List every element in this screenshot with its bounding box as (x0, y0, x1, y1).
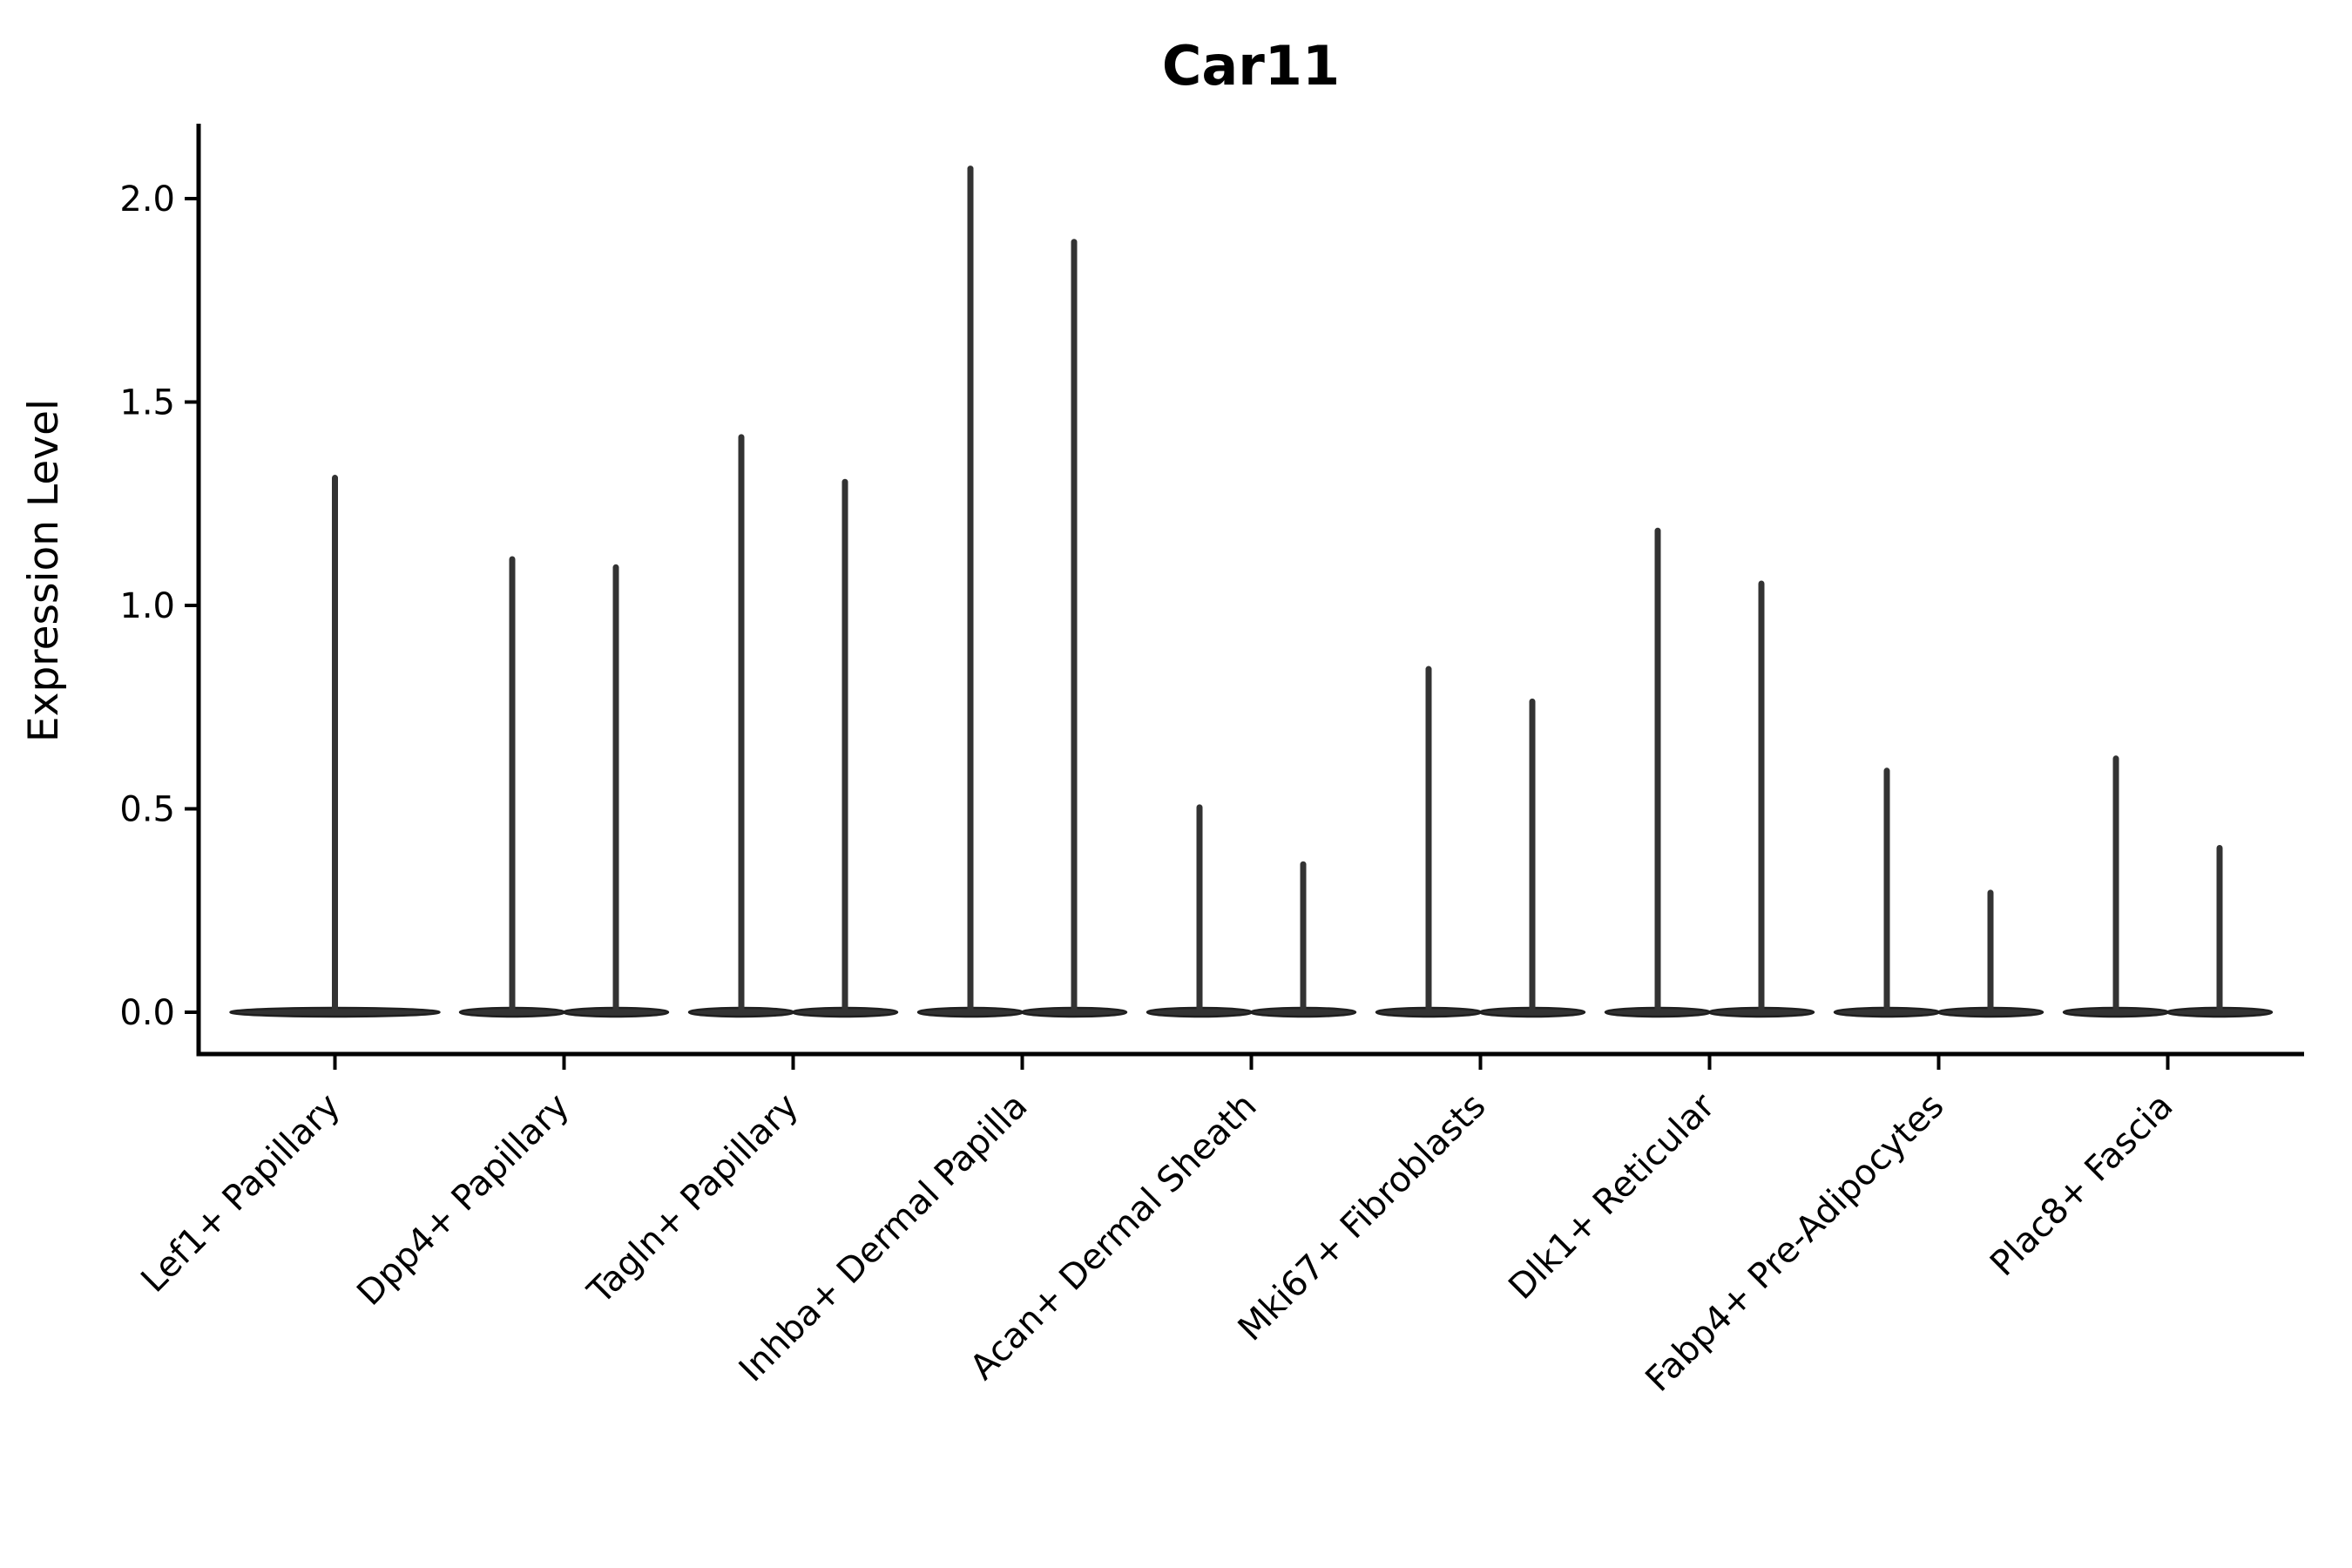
y-tick-label: 1.5 (119, 383, 175, 423)
y-tick-label: 0.5 (119, 790, 175, 830)
x-tick-label: Mki67+ Fibroblasts (1231, 1086, 1494, 1349)
x-tick-label: Lef1+ Papillary (133, 1086, 348, 1301)
chart-layer: 0.0 0.5 1.0 1.5 2.0 Lef1+ Papillary Dpp4+ Papi… (119, 124, 2304, 1400)
y-tick-label: 2.0 (119, 179, 175, 220)
chart-title: Car11 (1162, 34, 1340, 98)
y-tick-label: 0.0 (119, 993, 175, 1033)
y-tick-label: 1.0 (119, 586, 175, 626)
y-axis-label: Expression Level (20, 399, 68, 742)
x-tick-label: Plac8+ Fascia (1983, 1086, 2181, 1285)
x-tick-label: Dlk1+ Reticular (1501, 1085, 1723, 1308)
x-tick-label: Tagln+ Papillary (580, 1086, 807, 1313)
x-tick-label: Dpp4+ Papillary (349, 1086, 577, 1314)
